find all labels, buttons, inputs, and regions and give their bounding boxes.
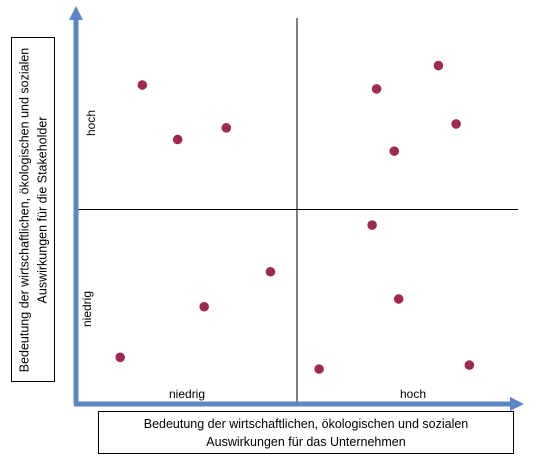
y-tick-niedrig: niedrig <box>80 290 95 328</box>
data-point-4 <box>371 84 382 94</box>
y-axis-label-line-2: Auswirkungen für die Stakeholder <box>35 116 50 303</box>
x-tick-niedrig: niedrig <box>169 387 206 401</box>
data-point-3 <box>221 123 232 133</box>
y-axis-label-line-1: Bedeutung der wirtschaftlichen, ökologis… <box>17 47 32 372</box>
y-tick-hoch: hoch <box>84 109 99 137</box>
data-point-10 <box>464 360 475 370</box>
data-point-7 <box>389 146 400 156</box>
quadrant-dividers <box>76 18 518 404</box>
x-axis-label-box: Bedeutung der wirtschaftlichen, ökologis… <box>98 411 514 454</box>
data-points <box>115 60 475 374</box>
data-point-6 <box>451 119 461 129</box>
y-axis-arrowhead <box>69 6 83 20</box>
x-tick-hoch: hoch <box>400 387 427 401</box>
x-axis-arrowhead <box>510 397 524 411</box>
data-point-11 <box>314 364 324 374</box>
data-point-9 <box>393 294 404 304</box>
data-point-5 <box>433 60 444 71</box>
axes <box>69 6 524 411</box>
data-point-13 <box>199 301 209 312</box>
x-axis-label-line-1: Bedeutung der wirtschaftlichen, ökologis… <box>143 416 469 431</box>
y-axis-label-box: Bedeutung der wirtschaftlichen, ökologis… <box>11 37 55 382</box>
data-point-1 <box>137 80 148 90</box>
x-axis-label-line-2: Auswirkungen für das Unternehmen <box>206 434 406 449</box>
data-point-8 <box>367 220 377 230</box>
data-point-2 <box>172 134 183 145</box>
data-point-12 <box>265 266 276 277</box>
data-point-14 <box>115 352 125 363</box>
